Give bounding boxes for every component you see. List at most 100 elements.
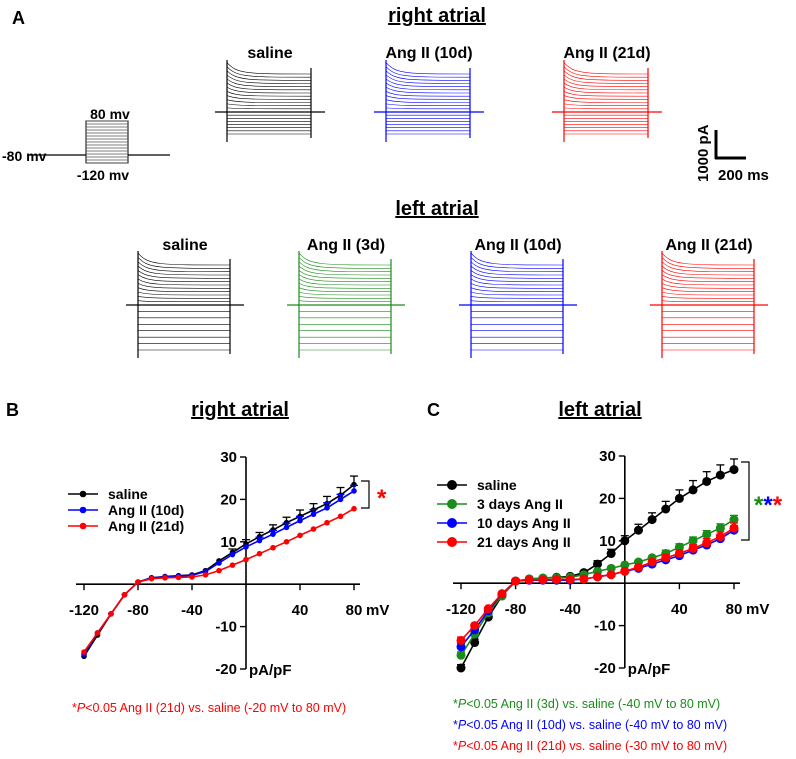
data-point [324, 519, 330, 526]
data-point [94, 630, 101, 636]
y-tick-label: -20 [594, 660, 616, 677]
outward-current-trace [298, 274, 392, 282]
left-trace-label-ang-ii-3d: Ang II (3d) [307, 237, 385, 254]
outward-current-trace [661, 274, 755, 282]
outward-current-trace [226, 99, 312, 103]
outward-current-trace [661, 270, 755, 279]
data-point [337, 513, 344, 520]
y-axis-label: pA/pF [249, 662, 292, 679]
x-tick-label: -40 [181, 602, 203, 619]
right-atrial-title: right atrial [388, 5, 486, 27]
data-point [674, 542, 684, 552]
data-point [310, 511, 317, 518]
legend-label: 10 days Ang II [477, 515, 571, 531]
protocol-hold-label: -80 mv [2, 148, 47, 164]
legend-marker [79, 506, 87, 514]
data-point [620, 536, 630, 546]
left-trace-ang-ii-3d [287, 251, 405, 358]
outward-current-trace [137, 257, 231, 269]
data-point [256, 550, 263, 557]
outward-current-trace [385, 95, 471, 100]
data-point [606, 549, 616, 559]
outward-current-trace [385, 99, 471, 103]
x-tick-label: 80 [726, 601, 743, 618]
left-trace-label-saline: saline [162, 237, 207, 254]
protocol-top-label: 80 mv [90, 106, 130, 122]
data-point [270, 531, 276, 537]
legend-marker [447, 518, 457, 528]
outward-current-trace [298, 283, 392, 289]
data-point [538, 575, 548, 585]
chart-title: right atrial [191, 399, 289, 421]
left-atrial-traces: saline Ang II (3d) Ang II (10d) Ang II (21d… [126, 237, 768, 358]
data-point [297, 517, 303, 524]
outward-current-trace [298, 287, 392, 292]
y-tick-label: 30 [599, 448, 616, 465]
outward-current-trace [470, 291, 564, 296]
panel-b-label: B [6, 400, 19, 420]
outward-current-trace [298, 278, 392, 286]
outward-current-trace [226, 70, 312, 81]
left-atrial-title: left atrial [395, 198, 478, 220]
data-point [470, 638, 480, 648]
data-point [633, 562, 643, 572]
data-point [202, 572, 209, 578]
outward-current-trace [563, 103, 649, 106]
data-point [121, 592, 128, 598]
data-point [647, 557, 657, 567]
y-tick-label: -10 [594, 618, 616, 635]
scale-bar-time-label: 200 ms [718, 167, 769, 184]
right-trace-label-ang-ii-10d: Ang II (10d) [385, 45, 472, 62]
significance-star-c-3d: * [754, 492, 764, 519]
data-point [715, 470, 725, 480]
outward-current-trace [563, 66, 649, 78]
data-point [715, 523, 725, 533]
data-point [216, 567, 222, 574]
data-point [715, 532, 725, 542]
data-point [135, 579, 141, 585]
outward-current-trace [661, 283, 755, 289]
outward-current-trace [137, 261, 231, 272]
stat-b-21d: *P<0.05 Ang II (21d) vs. saline (-20 mV … [72, 701, 347, 715]
scale-bar: 1000 pA 200 ms [695, 124, 769, 184]
data-point [511, 576, 521, 586]
data-point [456, 663, 466, 673]
outward-current-trace [470, 270, 564, 279]
outward-current-trace [661, 296, 755, 299]
y-tick-label: -20 [215, 661, 237, 678]
outward-current-trace [385, 70, 471, 81]
x-tick-label: -80 [505, 601, 527, 618]
data-point [81, 649, 87, 655]
y-tick-label: 30 [220, 449, 237, 466]
legend-label: 21 days Ang II [477, 534, 571, 550]
significance-stars-c: *** [754, 492, 783, 519]
y-tick-label: 20 [220, 491, 237, 508]
data-point [310, 526, 317, 532]
outward-current-trace [661, 265, 755, 276]
data-point [175, 574, 182, 581]
outward-current-trace [470, 257, 564, 269]
right-atrial-traces: saline Ang II (10d) Ang II (21d) [215, 45, 662, 142]
x-tick-label: -120 [446, 601, 476, 618]
outward-current-trace [385, 82, 471, 91]
data-point [256, 537, 263, 544]
legend-label: saline [108, 486, 148, 502]
outward-current-trace [563, 95, 649, 100]
series-21-days-ang-ii [456, 522, 739, 645]
outward-current-trace [470, 265, 564, 276]
right-trace-label-saline: saline [247, 45, 292, 62]
data-point [688, 543, 698, 553]
stat-c-21d: *P<0.05 Ang II (21d) vs. saline (-30 mV … [453, 739, 728, 753]
outward-current-trace [563, 99, 649, 103]
data-point [243, 544, 249, 550]
data-point [661, 553, 671, 563]
outward-current-trace [661, 261, 755, 272]
outward-current-trace [226, 107, 312, 110]
outward-current-trace [226, 78, 312, 87]
outward-current-trace [137, 278, 231, 286]
outward-current-trace [470, 252, 564, 266]
data-point [456, 635, 466, 645]
stat-c-3d: *P<0.05 Ang II (3d) vs. saline (-40 mV t… [453, 697, 721, 711]
data-point [552, 574, 562, 584]
data-point [351, 488, 357, 494]
